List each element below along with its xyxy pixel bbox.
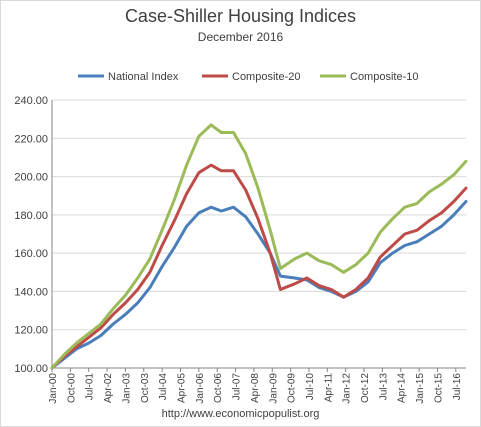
x-tick-label: Oct-00 xyxy=(66,373,77,403)
x-tick-label: Jul-10 xyxy=(305,373,316,401)
x-tick-label: Apr-05 xyxy=(176,373,187,403)
x-tick-label: Jul-04 xyxy=(158,373,169,401)
x-tick-label: Jan-03 xyxy=(121,373,132,404)
x-tick-label: Jul-16 xyxy=(452,373,463,401)
series-line xyxy=(50,200,468,370)
legend-label: Composite-20 xyxy=(232,71,300,83)
x-tick-label: Oct-06 xyxy=(213,373,224,403)
x-tick-label: Jul-07 xyxy=(232,373,243,401)
x-tick-label: Apr-02 xyxy=(103,373,114,403)
x-tick-label: Oct-12 xyxy=(360,373,371,403)
x-tick-label: Oct-15 xyxy=(433,373,444,403)
x-tick-label: Apr-14 xyxy=(397,373,408,403)
x-tick-label: Jul-01 xyxy=(85,373,96,401)
series-line xyxy=(50,163,468,370)
x-tick-label: Apr-11 xyxy=(323,373,334,403)
x-tick-label: Jan-06 xyxy=(195,373,206,404)
x-tick-label: Jan-09 xyxy=(268,373,279,404)
chart-subtitle: December 2016 xyxy=(197,30,284,44)
y-tick-label: 240.00 xyxy=(14,95,48,107)
chart-title: Case-Shiller Housing Indices xyxy=(124,6,357,26)
x-tick-label: Jul-13 xyxy=(378,373,389,401)
chart-source: http://www.economicpopulist.org xyxy=(161,408,320,420)
y-tick-label: 100.00 xyxy=(14,363,48,375)
x-tick-label: Apr-08 xyxy=(250,373,261,403)
y-tick-label: 180.00 xyxy=(14,210,48,222)
x-tick-label: Oct-09 xyxy=(287,373,298,403)
y-tick-label: 140.00 xyxy=(14,286,48,298)
y-tick-label: 220.00 xyxy=(14,133,48,145)
legend-label: National Index xyxy=(108,71,179,83)
legend-label: Composite-10 xyxy=(350,71,418,83)
y-tick-label: 120.00 xyxy=(14,325,48,337)
series-line xyxy=(50,123,468,370)
x-tick-label: Oct-03 xyxy=(140,373,151,403)
x-tick-label: Jan-15 xyxy=(415,373,426,404)
y-tick-label: 160.00 xyxy=(14,248,48,260)
y-tick-label: 200.00 xyxy=(14,172,48,184)
x-tick-label: Jan-12 xyxy=(342,373,353,404)
x-tick-label: Jan-00 xyxy=(48,373,59,404)
